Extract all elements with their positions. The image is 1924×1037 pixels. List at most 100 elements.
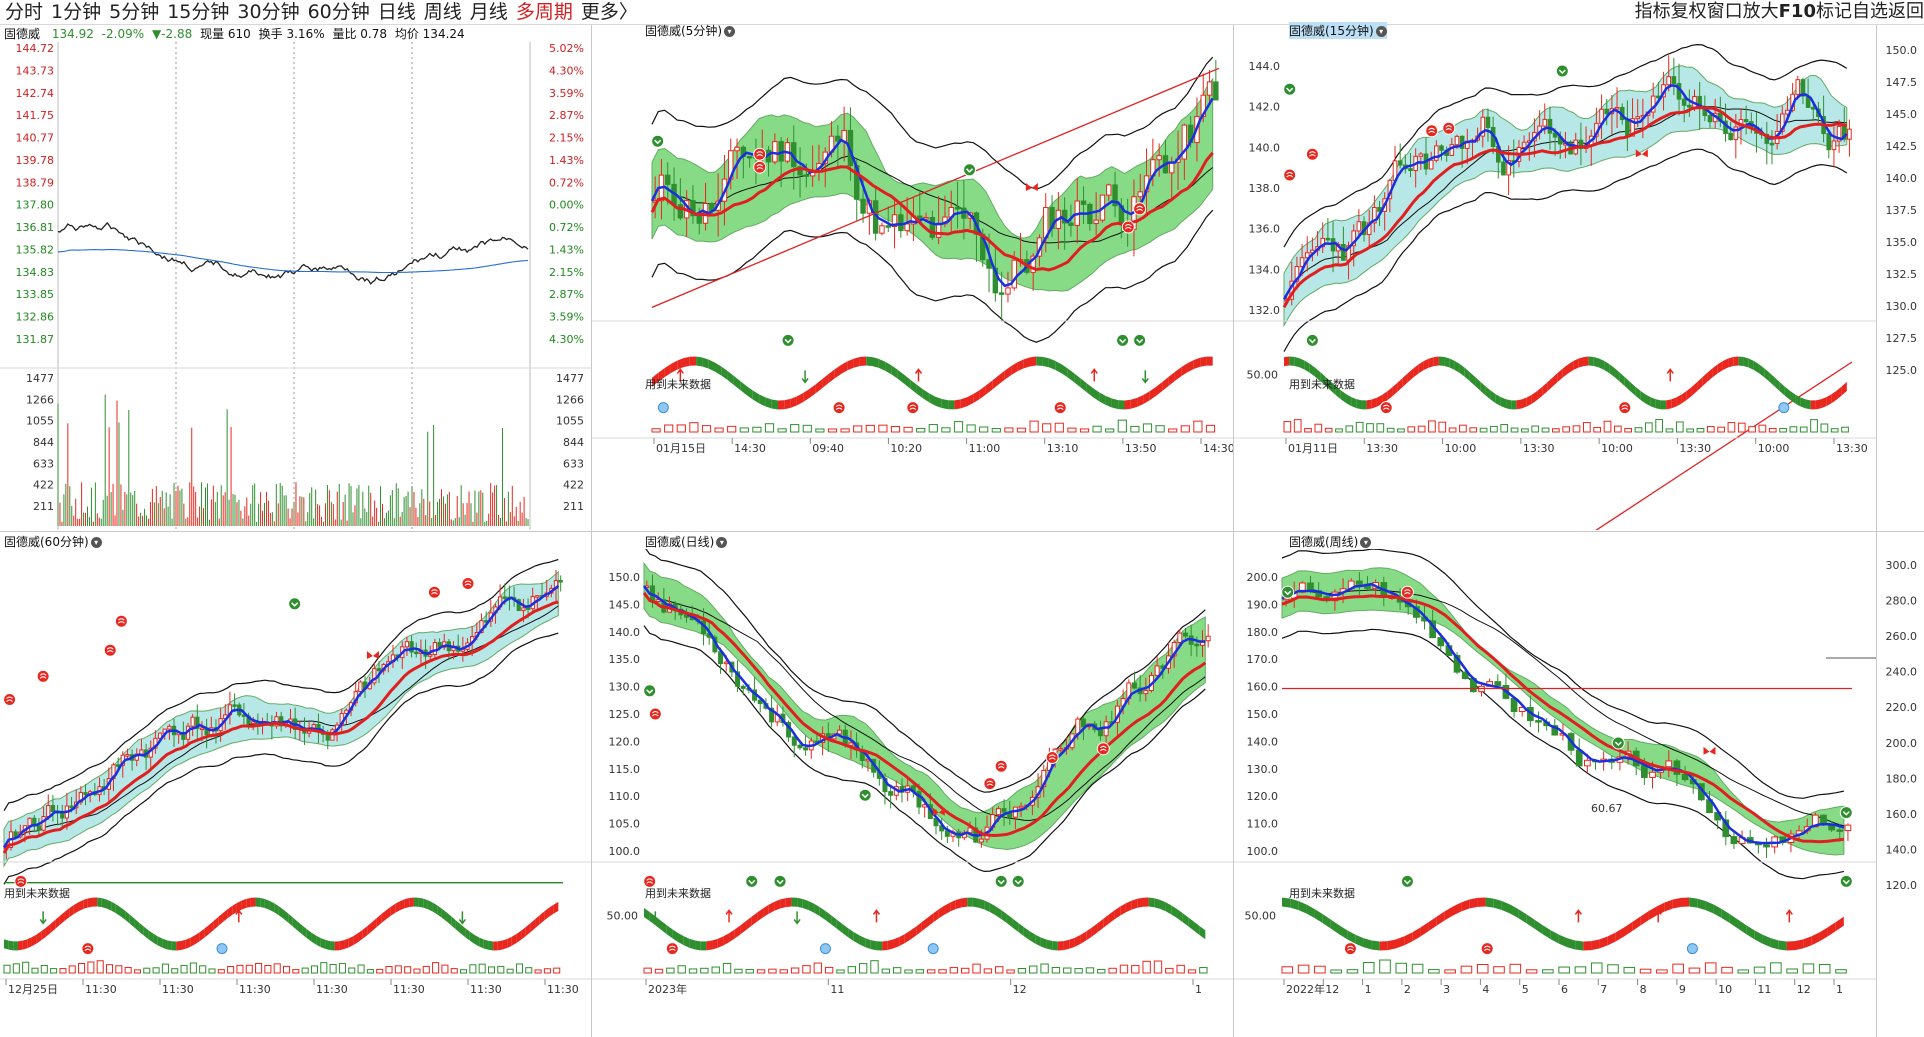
indicator-button[interactable]: 指标 — [1634, 1, 1671, 22]
candle — [740, 685, 746, 689]
tab-5min[interactable]: 5分钟 — [109, 1, 160, 23]
oscillator-ribbon — [423, 898, 428, 910]
histogram-bar — [1624, 427, 1633, 433]
oscillator-ribbon — [483, 939, 489, 950]
histogram-bar — [487, 966, 496, 974]
candle — [1728, 132, 1733, 141]
candle — [1080, 718, 1086, 728]
histogram-bar — [739, 427, 749, 433]
histogram-bar — [217, 969, 225, 974]
histogram-bar — [515, 963, 523, 974]
daily-chart[interactable]: 150.0 145.0 140.0 135.0 130.0 125.0 120.0 115.0… — [592, 549, 1233, 1037]
price-axis-label: 170.0 — [1247, 653, 1279, 666]
histogram-bar — [756, 969, 766, 974]
candle — [1156, 155, 1162, 161]
histogram-bar — [1737, 969, 1750, 974]
tab-1min[interactable]: 1分钟 — [51, 1, 102, 23]
min5-chart[interactable]: 01月15日 14:30 09:40 10:20 11:00 13:10 13:50 14:3… — [592, 38, 1233, 530]
histogram-bar — [133, 969, 141, 974]
chevron-down-icon[interactable]: ▾ — [90, 537, 102, 548]
histogram-bar — [1085, 967, 1095, 974]
chevron-down-icon[interactable]: ▾ — [716, 537, 728, 548]
signal-buy-icon — [1305, 333, 1319, 347]
weekly-chart[interactable]: 200.0 190.0 180.0 170.0 160.0 150.0 140.0 130.0… — [1234, 549, 1876, 1037]
histogram-bar — [870, 960, 879, 974]
tab-60min[interactable]: 60分钟 — [307, 1, 370, 23]
tab-monthly[interactable]: 月线 — [469, 1, 508, 23]
tab-more[interactable]: 更多〉 — [580, 1, 638, 23]
oscillator-ribbon — [1827, 922, 1836, 937]
oscillator-ribbon — [1480, 381, 1486, 396]
candle — [1575, 749, 1583, 767]
daily-title[interactable]: 固德威(日线) ▾ — [645, 533, 728, 550]
tab-weekly[interactable]: 周线 — [423, 1, 462, 23]
weekly-title[interactable]: 固德威(周线) ▾ — [1289, 533, 1372, 550]
histogram-bar — [1531, 425, 1540, 433]
chevron-down-icon[interactable]: ▾ — [724, 26, 735, 37]
signal-sell-glyph — [106, 647, 114, 653]
min5-title[interactable]: 固德威(5分钟) ▾ — [645, 22, 735, 39]
volume-axis-label: 1266 — [26, 393, 54, 406]
min60-title[interactable]: 固德威(60分钟) ▾ — [4, 533, 102, 550]
min60-chart[interactable]: 12月25日 11:30 11:30 11:30 11:30 11:30 11:30 11:3… — [0, 549, 591, 1037]
histogram-bar — [983, 968, 993, 974]
intraday-change: ▼-2.88 — [151, 27, 193, 41]
oscillator-ribbon — [887, 939, 894, 950]
oscillator-ribbon — [706, 940, 713, 951]
histogram-bar — [59, 968, 67, 974]
tab-multi-period[interactable]: 多周期 — [515, 1, 573, 23]
signal-sell-glyph — [1048, 754, 1056, 760]
window-button[interactable]: 窗口 — [1706, 1, 1743, 22]
oscillator-ribbon — [1542, 382, 1548, 396]
histogram-bar — [1469, 427, 1478, 433]
oscillator-ribbon — [740, 921, 747, 935]
tab-daily[interactable]: 日线 — [377, 1, 416, 23]
histogram-bar — [1362, 961, 1375, 974]
signal-buy-glyph — [1403, 879, 1411, 885]
tab-intraday[interactable]: 分时 — [5, 1, 44, 23]
adjust-button[interactable]: 复权 — [1670, 1, 1707, 22]
candle — [1351, 230, 1357, 247]
candle — [904, 223, 910, 232]
oscillator-ribbon — [891, 365, 898, 379]
oscillator-ribbon — [803, 388, 810, 403]
histogram-bar — [654, 968, 664, 974]
intraday-chart[interactable]: 144.72 5.02% 143.73 4.30% 142.74 3.59% 141.75 2… — [0, 38, 591, 530]
arrow-down-icon — [1141, 370, 1149, 384]
histogram-bar — [949, 967, 959, 974]
oscillator-ribbon — [120, 907, 126, 920]
oscillator-ribbon — [1387, 939, 1396, 951]
arrow-down-icon — [793, 911, 801, 925]
histogram-bar — [329, 963, 337, 974]
back-button[interactable]: 返回 — [1888, 1, 1924, 22]
oscillator-ribbon — [1444, 356, 1450, 368]
oscillator-ribbon — [1786, 941, 1795, 951]
chevron-down-icon[interactable]: ▾ — [1360, 537, 1372, 548]
signal-buy-glyph — [784, 338, 792, 344]
osc-level-label: 50.00 — [1247, 369, 1279, 382]
histogram-bar — [961, 967, 970, 974]
histogram-bar — [394, 965, 402, 974]
tab-30min[interactable]: 30分钟 — [237, 1, 300, 23]
histogram-bar — [677, 965, 686, 974]
volume-axis-label-right: 633 — [563, 457, 584, 470]
butterfly-icon — [1025, 183, 1038, 191]
tab-15min[interactable]: 15分钟 — [167, 1, 230, 23]
chevron-down-icon[interactable]: ▾ — [1375, 26, 1387, 37]
watchlist-button[interactable]: 自选 — [1852, 1, 1888, 22]
min15-chart[interactable]: 144.0 142.0 140.0 138.0 136.0 134.0 132.0 50.00… — [1234, 38, 1876, 530]
candle — [734, 146, 740, 152]
oscillator-ribbon — [1438, 356, 1445, 366]
f10-button[interactable]: F10 — [1778, 1, 1816, 22]
oscillator-ribbon — [460, 924, 466, 938]
envelope-lower — [1281, 628, 1845, 880]
histogram-bar — [1176, 964, 1185, 974]
oscillator-ribbon — [944, 902, 951, 915]
time-axis-label: 11:30 — [393, 983, 425, 996]
min15-title[interactable]: 固德威(15分钟) ▾ — [1289, 22, 1387, 39]
oscillator-ribbon — [1831, 390, 1837, 404]
mark-button[interactable]: 标记 — [1816, 1, 1852, 22]
zoom-button[interactable]: 放大 — [1742, 1, 1779, 22]
candle — [50, 805, 56, 813]
oscillator-ribbon — [661, 920, 667, 935]
